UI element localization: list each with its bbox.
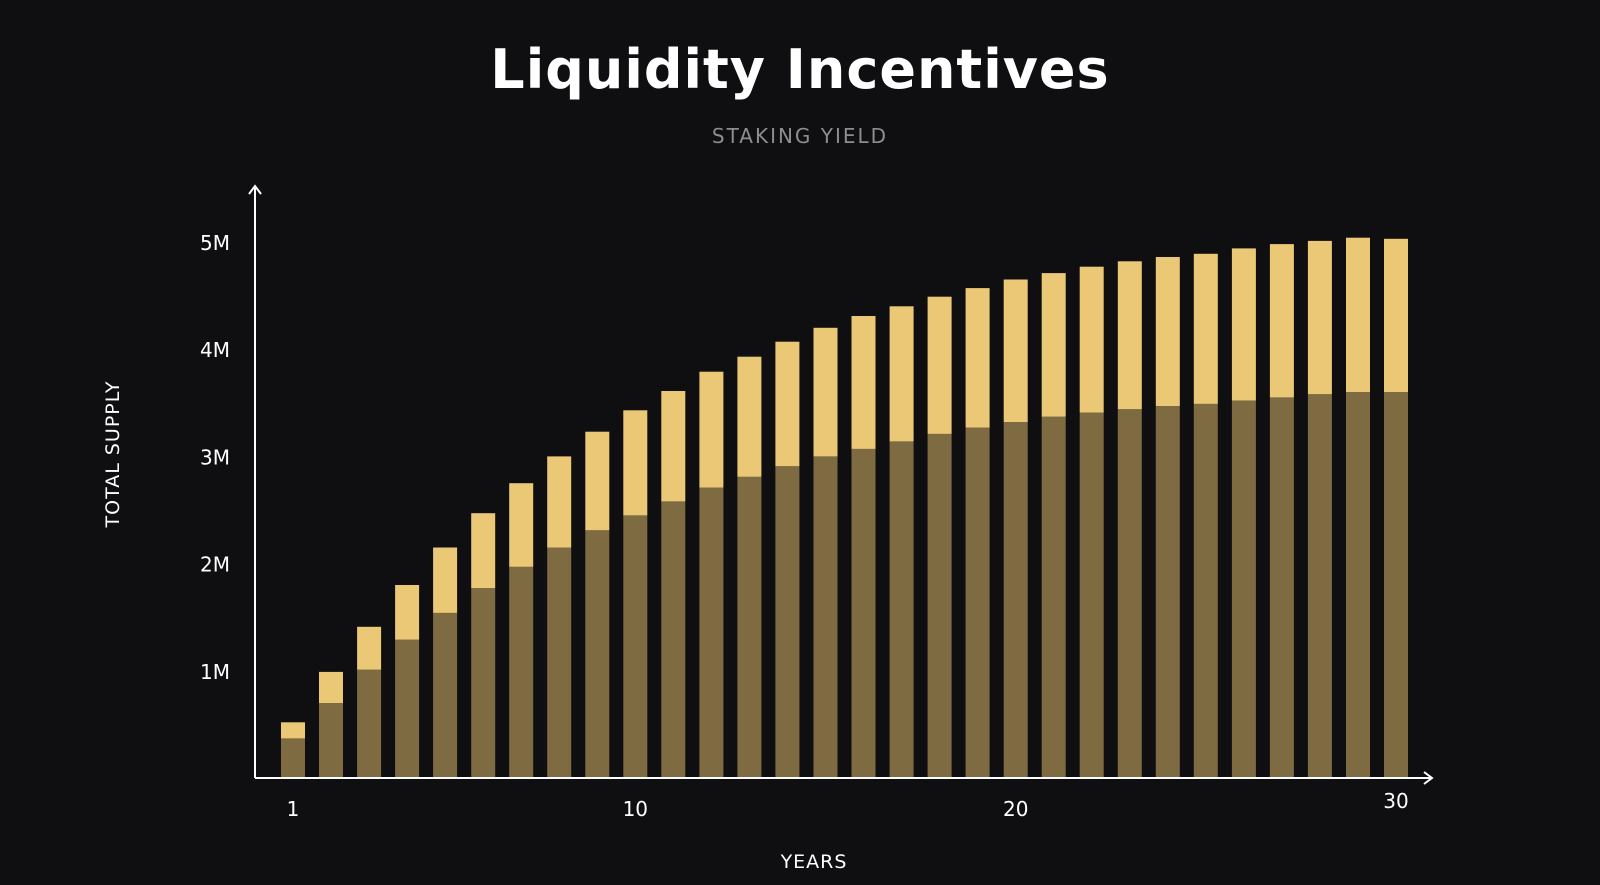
bar-lower-segment (1079, 412, 1104, 778)
bar-upper-segment (775, 341, 800, 467)
bar-lower-segment (509, 566, 534, 778)
bar-upper-segment (585, 431, 610, 531)
bar-upper-segment (357, 626, 382, 670)
bar-lower-segment (547, 547, 572, 778)
x-tick-label: 1 (287, 797, 300, 821)
y-axis-title: TOTAL SUPPLY (102, 381, 124, 529)
bar-lower-segment (471, 588, 496, 778)
bar-lower-segment (661, 501, 686, 778)
axes-group (248, 184, 1434, 785)
bar-upper-segment (889, 306, 914, 442)
bar-upper-segment (661, 391, 686, 502)
bar-upper-segment (547, 456, 572, 548)
bar-upper-segment (1269, 244, 1294, 398)
bar-upper-segment (927, 296, 952, 434)
y-tick-label: 2M (200, 553, 230, 577)
bar-lower-segment (1041, 416, 1066, 778)
bar-upper-segment (1003, 279, 1028, 423)
bar-lower-segment (1346, 392, 1370, 778)
x-tick-label: 20 (1003, 797, 1028, 821)
bar-lower-segment (699, 487, 724, 778)
bars-group (281, 237, 1408, 778)
bar-lower-segment (851, 448, 876, 778)
x-tick-label: 10 (623, 797, 648, 821)
bar-lower-segment (1307, 394, 1332, 778)
bar-upper-segment (851, 316, 876, 449)
chart-subtitle: STAKING YIELD (711, 124, 889, 148)
bar-upper-segment (319, 671, 343, 703)
ticks-group: 1M 2M 3M 4M 5M 1 10 20 30 (200, 231, 1409, 821)
bar-upper-segment (509, 483, 534, 567)
y-axis-arrow (248, 184, 262, 195)
bar-lower-segment (1269, 397, 1294, 778)
bar-lower-segment (813, 456, 838, 778)
bar-upper-segment (1231, 248, 1256, 401)
bar-upper-segment (965, 288, 990, 428)
bar-lower-segment (1117, 409, 1142, 778)
bar-upper-segment (1346, 237, 1370, 393)
bar-lower-segment (1231, 400, 1256, 778)
bar-lower-segment (357, 669, 382, 778)
y-tick-label: 3M (200, 445, 230, 469)
bar-lower-segment (1384, 392, 1408, 778)
y-tick-label: 1M (200, 660, 230, 684)
x-axis-arrow (1423, 771, 1434, 785)
bar-upper-segment (1117, 261, 1142, 410)
bar-lower-segment (281, 738, 305, 778)
bar-lower-segment (395, 639, 420, 778)
bar-lower-segment (1155, 406, 1180, 778)
y-tick-label: 4M (200, 338, 230, 362)
bar-upper-segment (1193, 253, 1218, 404)
bar-upper-segment (471, 513, 496, 589)
bar-lower-segment (889, 441, 914, 778)
bar-lower-segment (965, 427, 990, 778)
bar-lower-segment (319, 703, 343, 778)
chart-title: Liquidity Incentives (490, 38, 1110, 101)
bar-lower-segment (623, 515, 648, 778)
bar-lower-segment (585, 530, 610, 778)
bar-lower-segment (1003, 422, 1028, 778)
bar-lower-segment (433, 612, 458, 778)
y-tick-label: 5M (200, 231, 230, 255)
bar-upper-segment (813, 327, 838, 457)
bar-upper-segment (1155, 257, 1180, 406)
bar-upper-segment (1307, 240, 1332, 395)
bar-lower-segment (775, 466, 800, 778)
bar-upper-segment (623, 410, 648, 516)
x-tick-label: 30 (1383, 789, 1408, 813)
bar-upper-segment (281, 722, 305, 739)
bar-upper-segment (1384, 238, 1408, 393)
bar-upper-segment (395, 585, 420, 640)
bar-lower-segment (927, 433, 952, 778)
bar-lower-segment (737, 476, 762, 778)
bar-upper-segment (1079, 266, 1104, 413)
bar-upper-segment (737, 356, 762, 477)
bar-upper-segment (1041, 273, 1066, 417)
x-axis-title: YEARS (780, 851, 848, 873)
bar-upper-segment (699, 371, 724, 488)
bar-lower-segment (1193, 403, 1218, 778)
bar-upper-segment (433, 547, 458, 613)
